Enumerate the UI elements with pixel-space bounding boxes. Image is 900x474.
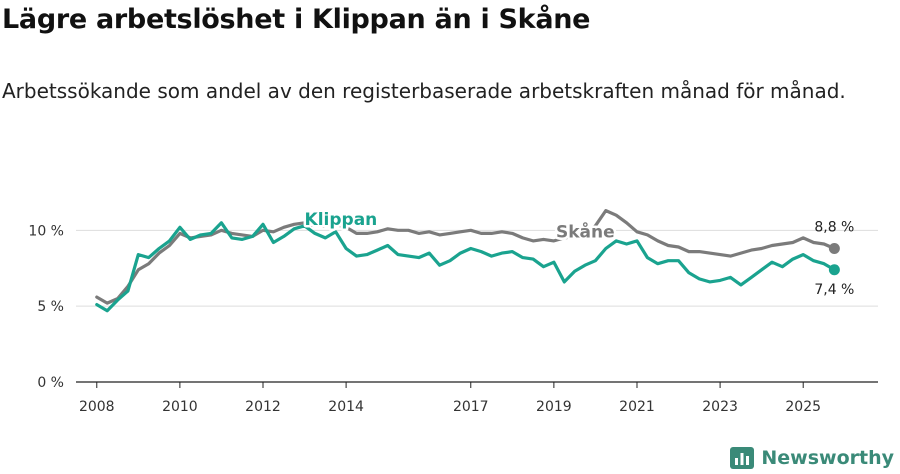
y-tick-label: 5 % — [37, 299, 64, 315]
x-tick-label: 2021 — [619, 399, 655, 415]
x-tick-label: 2019 — [536, 399, 572, 415]
grid-layer — [76, 229, 878, 307]
series-line-skane — [95, 209, 836, 305]
x-tick-label: 2014 — [328, 399, 364, 415]
newsworthy-brand[interactable]: Newsworthy — [730, 447, 894, 469]
chart-title: Lägre arbetslöshet i Klippan än i Skåne — [2, 4, 591, 35]
series-label-klippan: Klippan — [305, 210, 378, 230]
axis-layer: 0 % 5 % 10 % 2008 2010 2012 2014 2017 2019 2021 20… — [28, 223, 878, 415]
series-layer — [95, 209, 840, 313]
x-tick-label: 2023 — [702, 399, 738, 415]
end-label-klippan: 7,4 % — [814, 282, 854, 298]
brand-name: Newsworthy — [761, 447, 894, 469]
y-tick-label: 0 % — [37, 375, 64, 391]
end-point-skane — [828, 243, 840, 255]
x-tick-label: 2010 — [162, 399, 198, 415]
series-label-skane: Skåne — [556, 220, 615, 242]
end-label-skane: 8,8 % — [814, 220, 854, 236]
x-tick-label: 2008 — [79, 399, 115, 415]
x-tick-label: 2017 — [453, 399, 489, 415]
end-point-klippan — [828, 264, 840, 276]
y-tick-label: 10 % — [28, 223, 64, 239]
label-layer: Klippan Skåne 8,8 % 7,4 % — [302, 207, 854, 298]
x-tick-label: 2025 — [785, 399, 821, 415]
chart-subtitle: Arbetssökande som andel av den registerb… — [2, 79, 846, 103]
series-line-klippan — [95, 221, 836, 313]
x-tick-label: 2012 — [245, 399, 281, 415]
newsworthy-logo-icon — [730, 447, 755, 469]
